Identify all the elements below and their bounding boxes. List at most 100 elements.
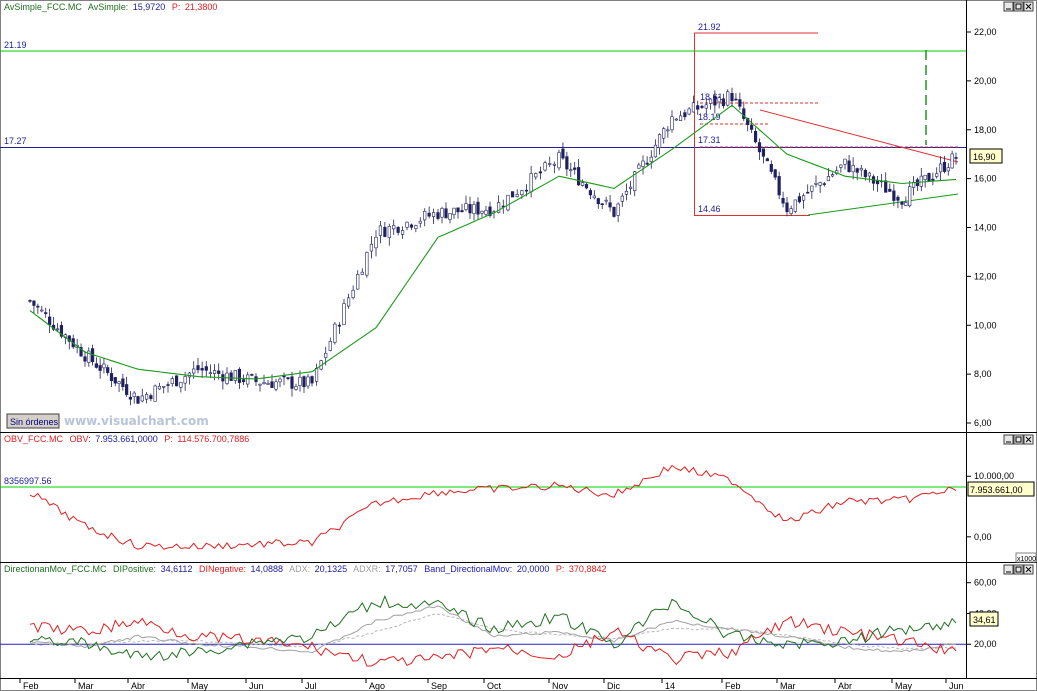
minimize-icon[interactable] — [1003, 564, 1014, 575]
candle-body — [174, 375, 179, 387]
candle-body — [488, 206, 492, 216]
candle-body — [136, 396, 140, 404]
range-box[interactable] — [694, 32, 960, 216]
candle-body — [919, 175, 923, 187]
candle-body — [738, 99, 742, 107]
candle-body — [378, 225, 383, 236]
candle-body — [128, 396, 133, 400]
time-tick-label: 14 — [665, 681, 675, 691]
candle-body — [863, 169, 867, 178]
candle-body — [427, 212, 431, 217]
candle-body — [246, 374, 250, 385]
time-tick-label: Mar — [780, 681, 796, 691]
obv-scale-note-box: x1000 — [1015, 552, 1037, 563]
price-header: AvSimple_FCC.MC AvSimple: 15,9720 P: 21,… — [4, 2, 217, 12]
candle-body — [113, 377, 117, 384]
candle-body — [637, 164, 641, 169]
candle-body — [580, 182, 585, 186]
candle-body — [569, 169, 573, 171]
candle-body — [290, 376, 294, 389]
candle-body — [262, 382, 266, 385]
sin-ordenes-label: Sin órdenes — [10, 417, 59, 427]
candle-body — [460, 210, 464, 213]
candle-body — [400, 230, 405, 235]
candle-body — [476, 201, 480, 215]
time-tick-label: Abr — [838, 681, 852, 691]
candle-body — [875, 180, 880, 185]
candle-body — [584, 184, 589, 189]
maximize-icon[interactable] — [1013, 1, 1024, 12]
time-tick-label: Mar — [78, 681, 94, 691]
candle-body — [162, 386, 166, 388]
candle-body — [102, 363, 106, 369]
candle-body — [392, 225, 396, 230]
price-header-p-label: P: — [172, 2, 181, 12]
candle-body — [250, 374, 254, 376]
minimize-icon[interactable] — [1003, 434, 1014, 445]
candle-body — [552, 163, 556, 166]
dmi-panel: DirectionanMov_FCC.MC DIPositive: 34,611… — [0, 564, 1034, 667]
price-tick-label: 18,00 — [974, 125, 997, 135]
minimize-icon[interactable] — [1003, 1, 1014, 12]
candle-body — [153, 385, 157, 402]
candle-body — [612, 206, 616, 217]
candle-body — [196, 365, 200, 371]
price-tick-label: 8,00 — [974, 369, 992, 379]
candle-body — [855, 168, 859, 173]
candle-body — [645, 162, 649, 165]
candle-body — [383, 226, 387, 237]
candle-body — [931, 178, 935, 181]
dmi-last-label: 34,61 — [973, 615, 996, 625]
candle-body — [721, 98, 726, 106]
candle-body — [217, 370, 221, 374]
candle-body — [616, 203, 620, 216]
time-tick-label: May — [191, 681, 209, 691]
maximize-icon[interactable] — [1013, 434, 1024, 445]
candle-body — [624, 191, 629, 195]
candle-body — [653, 144, 658, 158]
candle-body — [237, 368, 242, 383]
candle-body — [633, 171, 637, 192]
dmi-header-adx-label: ADX: — [289, 564, 310, 574]
price-y-axis: 22,00 20,00 18,00 16,00 14,00 12,00 10,00 8,00 6… — [966, 27, 997, 428]
candle-body — [444, 208, 448, 219]
lower-trendline[interactable] — [807, 193, 959, 216]
dmi-header-symbol: DirectionanMov_FCC.MC — [4, 564, 107, 574]
dmi-header-dip-value: 34,6112 — [161, 564, 193, 574]
last-price-tag: 16,90 — [969, 148, 1003, 164]
dmi-tick-label: 20,00 — [974, 639, 997, 649]
candle-body — [830, 174, 835, 177]
candle-body — [144, 394, 149, 400]
candle-body — [596, 198, 600, 205]
candle-body — [170, 378, 174, 384]
obv-header: OBV_FCC.MC OBV: 7.953.661,0000 P: 114.57… — [4, 434, 249, 444]
time-tick-label: May — [895, 681, 913, 691]
candle-body — [797, 196, 802, 203]
candle-body — [149, 395, 153, 399]
annotation-18-61: 18.61 — [700, 92, 723, 102]
time-tick-label: Jul — [305, 681, 317, 691]
candle-body — [742, 108, 746, 119]
candle-body — [757, 142, 762, 153]
maximize-icon[interactable] — [1013, 564, 1024, 575]
sin-ordenes-button[interactable]: Sin órdenes — [6, 413, 60, 429]
candle-body — [628, 186, 633, 189]
dmi-header-dip-label: DIPositive: — [113, 564, 156, 574]
price-tick-label: 12,00 — [974, 271, 997, 281]
candle-body — [814, 183, 818, 185]
dmi-window-controls — [1003, 564, 1034, 575]
candle-body — [414, 225, 418, 229]
candle-body — [468, 204, 472, 214]
candle-body — [208, 372, 213, 375]
candle-body — [773, 169, 777, 178]
candle-body — [696, 105, 700, 110]
candle-body — [121, 378, 125, 387]
candle-body — [140, 395, 144, 402]
candle-body — [892, 190, 896, 201]
upper-trendline[interactable] — [759, 109, 959, 163]
candle-body — [132, 392, 136, 397]
candle-body — [826, 176, 831, 182]
candle-body — [166, 384, 170, 386]
